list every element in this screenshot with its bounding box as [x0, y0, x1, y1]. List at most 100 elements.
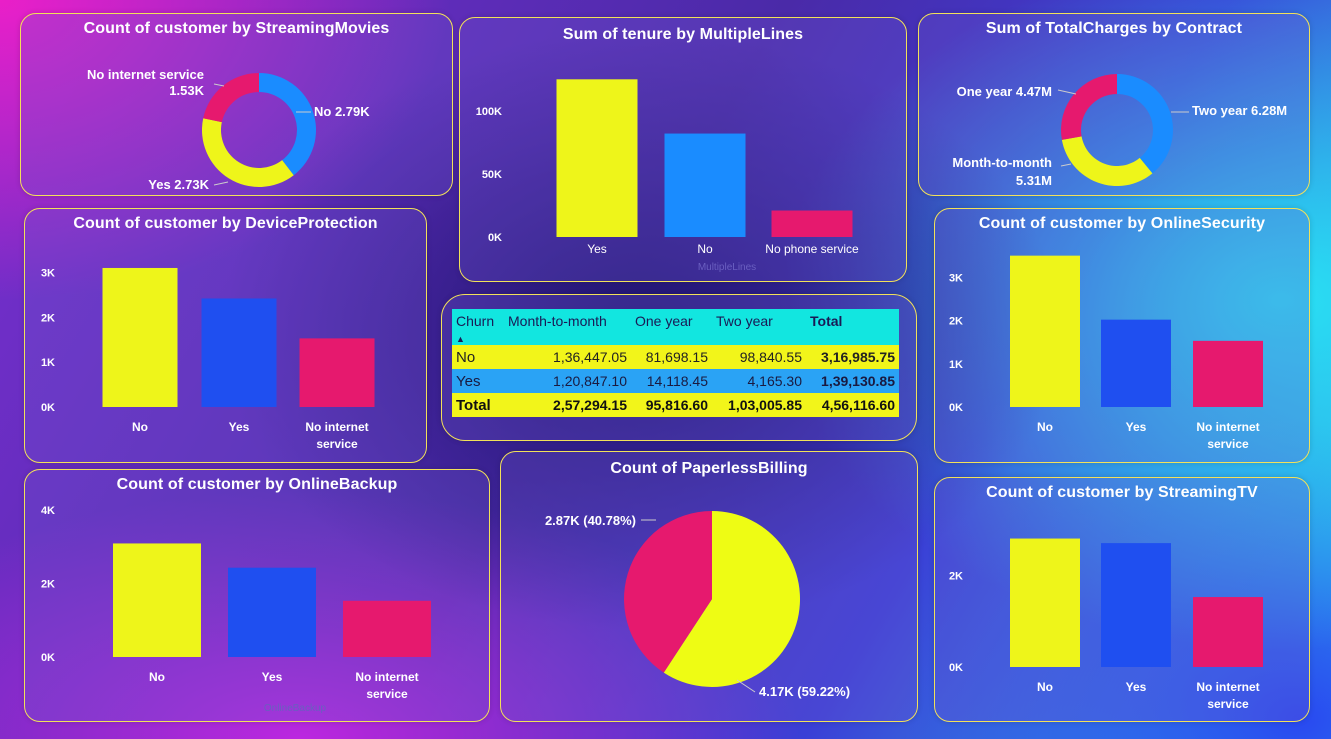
streaming-movies-card[interactable]: Count of customer by StreamingMovies No …	[20, 13, 453, 196]
data-label: One year 4.47M	[957, 84, 1052, 99]
streaming-tv-bar-chart[interactable]: 0K 2K No Yes No internet service	[935, 478, 1311, 723]
y-tick-label: 3K	[41, 267, 55, 279]
bar	[664, 133, 746, 237]
paperless-billing-card[interactable]: Count of PaperlessBilling 4.17K (59.22%)…	[500, 451, 918, 722]
matrix-header-twoyear[interactable]: Two year	[712, 309, 806, 345]
online-backup-bar-chart[interactable]: 0K 2K 4K No Yes No internet service OnlineBacku…	[25, 470, 491, 723]
cell: 3,16,985.75	[806, 345, 899, 369]
cell: 1,39,130.85	[806, 369, 899, 393]
paperless-billing-pie[interactable]: 4.17K (59.22%) 2.87K (40.78%)	[501, 452, 919, 723]
bar	[1101, 319, 1171, 407]
chart-title: Sum of tenure by MultipleLines	[562, 26, 804, 43]
x-tick-label: service	[366, 687, 408, 701]
bar	[228, 567, 316, 657]
x-tick-label: No	[149, 670, 165, 684]
y-tick-label: 100K	[476, 106, 502, 118]
matrix-header-month[interactable]: Month-to-month	[504, 309, 631, 345]
x-tick-label: No phone service	[765, 242, 859, 256]
chart-title: Sum of TotalCharges by Contract	[985, 20, 1243, 37]
cell: 95,816.60	[631, 393, 712, 417]
data-label: 1.53K	[169, 83, 204, 98]
totalcharges-donut[interactable]: Two year 6.28M Month-to-month 5.31M One yea…	[919, 14, 1311, 197]
tenure-bar-chart[interactable]: 0K 50K 100K Yes No No phone service MultipleLi…	[460, 18, 908, 283]
bar	[299, 338, 375, 407]
x-tick-label: No internet	[305, 420, 368, 434]
leader-line	[213, 83, 225, 87]
churn-contract-matrix-card[interactable]: Churn ▲ Month-to-month One year Two year …	[441, 294, 917, 441]
y-tick-label: 2K	[949, 316, 963, 328]
slice	[1117, 74, 1173, 174]
streaming-tv-card[interactable]: Count of customer by StreamingTV 0K 2K No Y…	[934, 477, 1310, 722]
cell: 1,20,847.10	[504, 369, 631, 393]
leader-line	[1060, 163, 1072, 167]
bar	[102, 267, 178, 407]
y-tick-label: 4K	[41, 505, 55, 517]
chart-title: Count of customer by OnlineBackup	[116, 476, 398, 493]
cell: 98,840.55	[712, 345, 806, 369]
matrix-header-total[interactable]: Total	[806, 309, 899, 345]
y-tick-label: 2K	[949, 571, 963, 583]
row-label: Yes	[452, 369, 504, 393]
data-label: Two year 6.28M	[1192, 103, 1287, 118]
y-tick-label: 0K	[41, 402, 55, 414]
bar	[1101, 543, 1171, 667]
totalcharges-contract-card[interactable]: Sum of TotalCharges by Contract Two year…	[918, 13, 1310, 196]
x-tick-label: Yes	[1126, 680, 1147, 694]
x-tick-label: No internet	[1196, 680, 1259, 694]
slice	[1061, 74, 1117, 140]
bar	[343, 600, 431, 657]
x-tick-label: No internet	[1196, 420, 1259, 434]
slice	[203, 73, 259, 123]
bar	[1193, 340, 1263, 407]
leader-line	[736, 679, 756, 693]
data-label: Month-to-month	[952, 155, 1052, 170]
x-tick-label: No	[1037, 680, 1053, 694]
data-label: No 2.79K	[314, 104, 370, 119]
online-backup-card[interactable]: Count of customer by OnlineBackup 0K 2K 4K…	[24, 469, 490, 722]
data-label: Yes 2.73K	[148, 177, 209, 192]
slice	[663, 511, 800, 687]
cell: 1,36,447.05	[504, 345, 631, 369]
bar	[771, 210, 853, 237]
chart-title: Count of customer by StreamingMovies	[83, 20, 390, 37]
sort-arrow-icon[interactable]: ▲	[456, 334, 465, 344]
row-label: No	[452, 345, 504, 369]
matrix-header-churn[interactable]: Churn ▲	[452, 309, 504, 345]
online-security-bar-chart[interactable]: 0K 1K 2K 3K No Yes No internet service	[935, 209, 1311, 464]
x-tick-label: service	[1207, 437, 1249, 451]
x-tick-label: Yes	[262, 670, 283, 684]
x-tick-label: Yes	[587, 242, 607, 256]
table-row: No 1,36,447.05 81,698.15 98,840.55 3,16,…	[452, 345, 899, 369]
row-label: Total	[452, 393, 504, 417]
cell: 2,57,294.15	[504, 393, 631, 417]
tenure-multiplelines-card[interactable]: Sum of tenure by MultipleLines 0K 50K 100K…	[459, 17, 907, 282]
device-protection-card[interactable]: Count of customer by DeviceProtection 0K…	[24, 208, 427, 463]
device-protection-bar-chart[interactable]: 0K 1K 2K 3K No Yes No internet service	[25, 209, 428, 464]
bar	[113, 543, 201, 657]
online-security-card[interactable]: Count of customer by OnlineSecurity 0K 1K…	[934, 208, 1310, 463]
x-tick-label: Yes	[229, 420, 250, 434]
matrix-header-oneyear[interactable]: One year	[631, 309, 712, 345]
y-tick-label: 0K	[41, 652, 55, 664]
churn-contract-matrix: Churn ▲ Month-to-month One year Two year …	[452, 309, 899, 417]
bar	[1010, 538, 1080, 667]
x-axis-title: MultipleLines	[698, 262, 756, 273]
slice	[259, 73, 317, 176]
x-tick-label: No internet	[355, 670, 418, 684]
x-tick-label: service	[316, 437, 358, 451]
y-tick-label: 50K	[482, 169, 502, 181]
y-tick-label: 0K	[488, 232, 502, 244]
chart-title: Count of customer by StreamingTV	[986, 484, 1258, 501]
cell: 81,698.15	[631, 345, 712, 369]
cell: 1,03,005.85	[712, 393, 806, 417]
slice	[624, 511, 712, 673]
leader-line	[1057, 89, 1077, 95]
cell: 4,56,116.60	[806, 393, 899, 417]
x-tick-label: service	[1207, 697, 1249, 711]
bar	[556, 79, 638, 237]
x-axis-title: OnlineBackup	[264, 703, 327, 714]
y-tick-label: 1K	[949, 359, 963, 371]
x-tick-label: No	[1037, 420, 1053, 434]
y-tick-label: 3K	[949, 272, 963, 284]
streaming-movies-donut[interactable]: No 2.79K Yes 2.73K No internet service1.53…	[21, 14, 454, 197]
